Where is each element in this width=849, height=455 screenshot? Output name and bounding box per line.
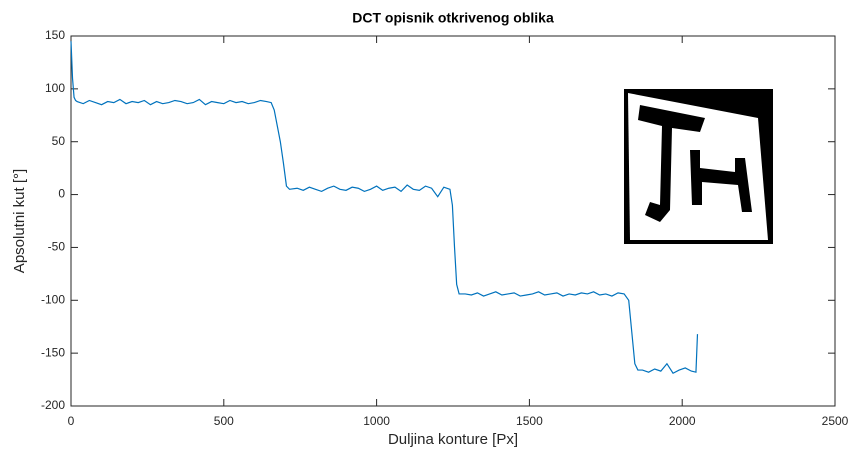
y-tick-label: -200 <box>41 398 65 412</box>
x-tick-label: 1000 <box>363 414 390 428</box>
x-axis-label: Duljina konture [Px] <box>388 431 518 448</box>
y-tick-label: 100 <box>45 81 65 95</box>
x-tick-label: 500 <box>214 414 234 428</box>
x-tick-label: 2500 <box>822 414 849 428</box>
axes-box <box>70 35 836 407</box>
y-axis-label: Apsolutni kut [°] <box>11 169 28 273</box>
y-tick-label: -100 <box>41 292 65 306</box>
x-tick-label: 1500 <box>516 414 543 428</box>
y-tick-label: -50 <box>48 240 66 254</box>
data-line <box>70 41 699 375</box>
x-tick-label: 2000 <box>669 414 696 428</box>
y-tick-label: 50 <box>52 134 66 148</box>
chart-title: DCT opisnik otkrivenog oblika <box>352 10 554 26</box>
x-tick-label: 0 <box>68 414 75 428</box>
inset-image <box>624 89 773 244</box>
y-tick-label: 0 <box>58 187 65 201</box>
y-tick-label: -150 <box>41 345 65 359</box>
y-tick-label: 150 <box>45 28 65 42</box>
